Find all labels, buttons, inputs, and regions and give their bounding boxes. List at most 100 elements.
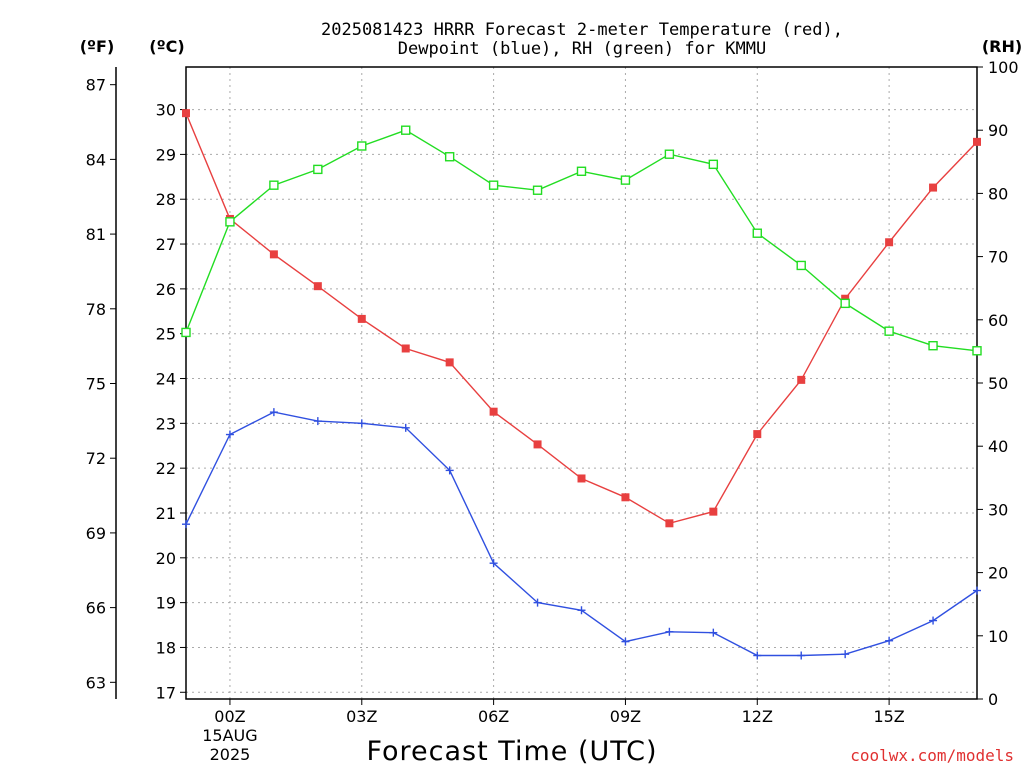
y-tick-label-celsius: 27: [156, 235, 176, 254]
y-tick-label-fahrenheit: 81: [86, 225, 106, 244]
x-tick-sublabel-date: 15AUG: [202, 726, 257, 745]
series-dewpoint: [182, 408, 981, 660]
data-point-temperature: [489, 407, 498, 416]
data-point-dewpoint: [401, 423, 410, 432]
y-tick-label-rh: 20: [988, 564, 1008, 583]
y-tick-label-celsius: 30: [156, 101, 176, 120]
data-point-rh: [796, 260, 806, 271]
x-tick-label: 12Z: [742, 707, 773, 726]
data-point-temperature: [445, 358, 454, 367]
data-point-rh: [225, 217, 235, 227]
y-tick-label-rh: 60: [988, 311, 1008, 330]
y-tick-label-rh: 30: [988, 500, 1008, 519]
y-tick-label-celsius: 19: [156, 594, 176, 613]
series-layer: [181, 109, 982, 660]
data-point-rh: [708, 159, 719, 170]
watermark: coolwx.com/models: [850, 746, 1014, 765]
data-point-dewpoint: [709, 628, 718, 637]
data-point-temperature: [621, 493, 630, 502]
y-tick-label-rh: 10: [988, 627, 1008, 646]
y-tick-label-fahrenheit: 75: [86, 374, 106, 393]
series-line-rh: [185, 129, 978, 352]
y-tick-label-celsius: 22: [156, 459, 176, 478]
y-tick-label-celsius: 17: [156, 683, 176, 702]
data-point-rh: [444, 152, 455, 162]
data-point-temperature: [709, 507, 718, 516]
x-tick-sublabel-year: 2025: [210, 745, 251, 764]
unit-label-celsius: (ºC): [149, 37, 184, 56]
data-point-temperature: [929, 183, 938, 192]
data-point-dewpoint: [797, 651, 806, 660]
y-tick-label-rh: 70: [988, 248, 1008, 267]
data-point-temperature: [313, 282, 322, 291]
data-point-temperature: [753, 430, 762, 439]
y-tick-label-celsius: 23: [156, 414, 176, 433]
data-point-temperature: [269, 250, 278, 259]
y-tick-label-rh: 100: [988, 58, 1019, 77]
data-point-rh: [884, 326, 894, 336]
y-tick-label-fahrenheit: 84: [86, 150, 106, 169]
y-tick-label-celsius: 29: [156, 145, 176, 164]
y-tick-label-celsius: 18: [156, 638, 176, 657]
x-axis-label: Forecast Time (UTC): [366, 736, 657, 767]
data-point-dewpoint: [621, 637, 630, 646]
data-point-temperature: [885, 238, 894, 247]
y-tick-label-rh: 40: [988, 437, 1008, 456]
data-point-dewpoint: [665, 627, 674, 636]
axes: 17 18 19 20 21 22 23 24 25 26 27 28 29 30 63 66 69 72 75 78…: [86, 58, 1019, 764]
x-tick-label: 09Z: [610, 707, 641, 726]
data-point-rh: [488, 180, 499, 190]
y-tick-label-rh: 50: [988, 374, 1008, 393]
y-tick-label-fahrenheit: 69: [86, 524, 106, 543]
y-tick-label-fahrenheit: 72: [86, 449, 106, 468]
x-tick-label: 03Z: [346, 707, 377, 726]
y-tick-label-celsius: 28: [156, 190, 176, 209]
data-point-rh: [313, 164, 323, 175]
y-tick-label-celsius: 24: [156, 370, 176, 389]
data-point-dewpoint: [357, 419, 366, 428]
data-point-dewpoint: [973, 586, 981, 595]
y-tick-label-celsius: 20: [156, 549, 176, 568]
data-point-dewpoint: [577, 606, 586, 615]
grid: [186, 67, 977, 699]
data-point-rh: [532, 185, 543, 195]
x-tick-label: 00Z: [214, 707, 245, 726]
data-point-rh: [664, 149, 675, 159]
chart-title-line2: Dewpoint (blue), RH (green) for KMMU: [398, 39, 766, 59]
data-point-dewpoint: [269, 408, 278, 417]
data-point-temperature: [665, 519, 674, 528]
plot-frame: [185, 66, 978, 700]
data-point-dewpoint: [445, 466, 454, 475]
data-point-rh: [181, 327, 191, 338]
y-tick-label-fahrenheit: 66: [86, 599, 106, 618]
y-tick-label-rh: 90: [988, 121, 1008, 140]
data-point-rh: [401, 125, 411, 135]
x-tick-label: 15Z: [873, 707, 904, 726]
data-point-temperature: [577, 474, 586, 483]
y-tick-label-celsius: 26: [156, 280, 176, 299]
data-point-dewpoint: [929, 616, 938, 625]
data-point-rh: [752, 228, 762, 238]
data-point-dewpoint: [313, 417, 322, 426]
y-tick-label-celsius: 25: [156, 325, 176, 344]
data-point-dewpoint: [182, 520, 190, 529]
y-tick-label-rh: 80: [988, 184, 1008, 203]
unit-label-rh: (RH): [982, 37, 1022, 56]
data-point-rh: [620, 175, 631, 185]
data-point-rh: [972, 346, 982, 356]
y-tick-label-rh: 0: [988, 690, 998, 709]
y-tick-label-fahrenheit: 87: [86, 76, 106, 95]
data-point-rh: [928, 341, 938, 351]
y-tick-label-fahrenheit: 63: [86, 673, 106, 692]
data-point-dewpoint: [533, 598, 542, 607]
data-point-temperature: [401, 344, 410, 353]
series-line-dewpoint: [185, 411, 978, 657]
data-point-temperature: [182, 109, 190, 118]
data-point-temperature: [797, 375, 806, 384]
chart-title-line1: 2025081423 HRRR Forecast 2-meter Tempera…: [321, 20, 843, 40]
data-point-dewpoint: [885, 636, 894, 645]
y-tick-label-fahrenheit: 78: [86, 300, 106, 319]
data-point-rh: [840, 298, 850, 309]
data-point-dewpoint: [841, 650, 850, 659]
data-point-temperature: [533, 440, 542, 449]
